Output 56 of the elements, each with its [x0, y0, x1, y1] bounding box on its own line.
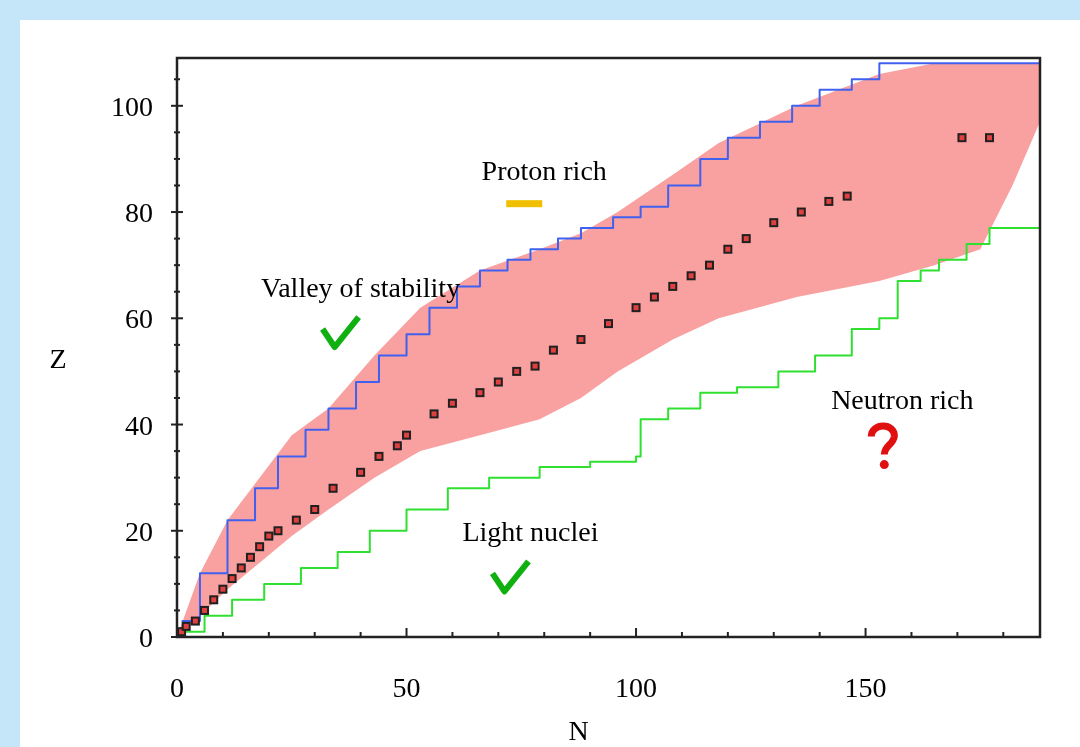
- point: [291, 515, 301, 525]
- point: [374, 451, 384, 461]
- point: [723, 244, 733, 254]
- annotation: Neutron rich: [831, 383, 974, 415]
- point: [576, 335, 586, 345]
- point: [273, 526, 283, 536]
- point: [310, 505, 320, 515]
- point: [548, 345, 558, 355]
- point: [264, 531, 274, 541]
- x-tick-label: 50: [392, 672, 421, 703]
- point: [190, 616, 200, 626]
- y-tick-label: 0: [139, 622, 153, 653]
- point: [769, 218, 779, 228]
- point: [255, 542, 265, 552]
- point: [649, 292, 659, 302]
- point: [604, 319, 613, 329]
- y-tick-label: 40: [125, 409, 153, 441]
- point: [392, 441, 402, 451]
- x-axis-title: N: [568, 715, 589, 746]
- annotation: Light nuclei: [462, 516, 599, 548]
- y-tick-label: 60: [125, 303, 153, 335]
- point: [704, 260, 714, 270]
- point: [429, 409, 439, 419]
- point: [218, 584, 228, 594]
- point: [686, 271, 696, 281]
- x-tick-label: 100: [615, 672, 658, 703]
- point: [668, 281, 678, 291]
- point: [957, 133, 967, 143]
- point: [475, 388, 485, 398]
- point: [631, 303, 641, 313]
- point: [227, 574, 237, 584]
- point: [824, 196, 834, 206]
- point: [512, 366, 522, 376]
- x-tick-label: 0: [170, 672, 184, 703]
- point: [356, 467, 366, 477]
- point: [796, 207, 806, 217]
- y-axis-title: Z: [49, 342, 67, 374]
- point: [447, 398, 457, 408]
- point: [328, 483, 338, 493]
- point: [402, 430, 412, 440]
- point: [236, 563, 246, 573]
- point: [181, 621, 191, 631]
- annotation: Valley of stability: [261, 272, 461, 304]
- x-tick-label: 150: [844, 672, 887, 703]
- point: [209, 595, 219, 605]
- point: [530, 361, 540, 371]
- point: [741, 234, 751, 244]
- point: [842, 191, 852, 201]
- point: [493, 377, 503, 387]
- y-tick-label: 80: [125, 197, 153, 229]
- point: [245, 552, 255, 562]
- y-tick-label: 100: [111, 90, 153, 122]
- point: [200, 605, 210, 615]
- y-tick-label: 20: [125, 515, 153, 547]
- annotation: Proton rich: [481, 155, 607, 187]
- point: [985, 133, 995, 143]
